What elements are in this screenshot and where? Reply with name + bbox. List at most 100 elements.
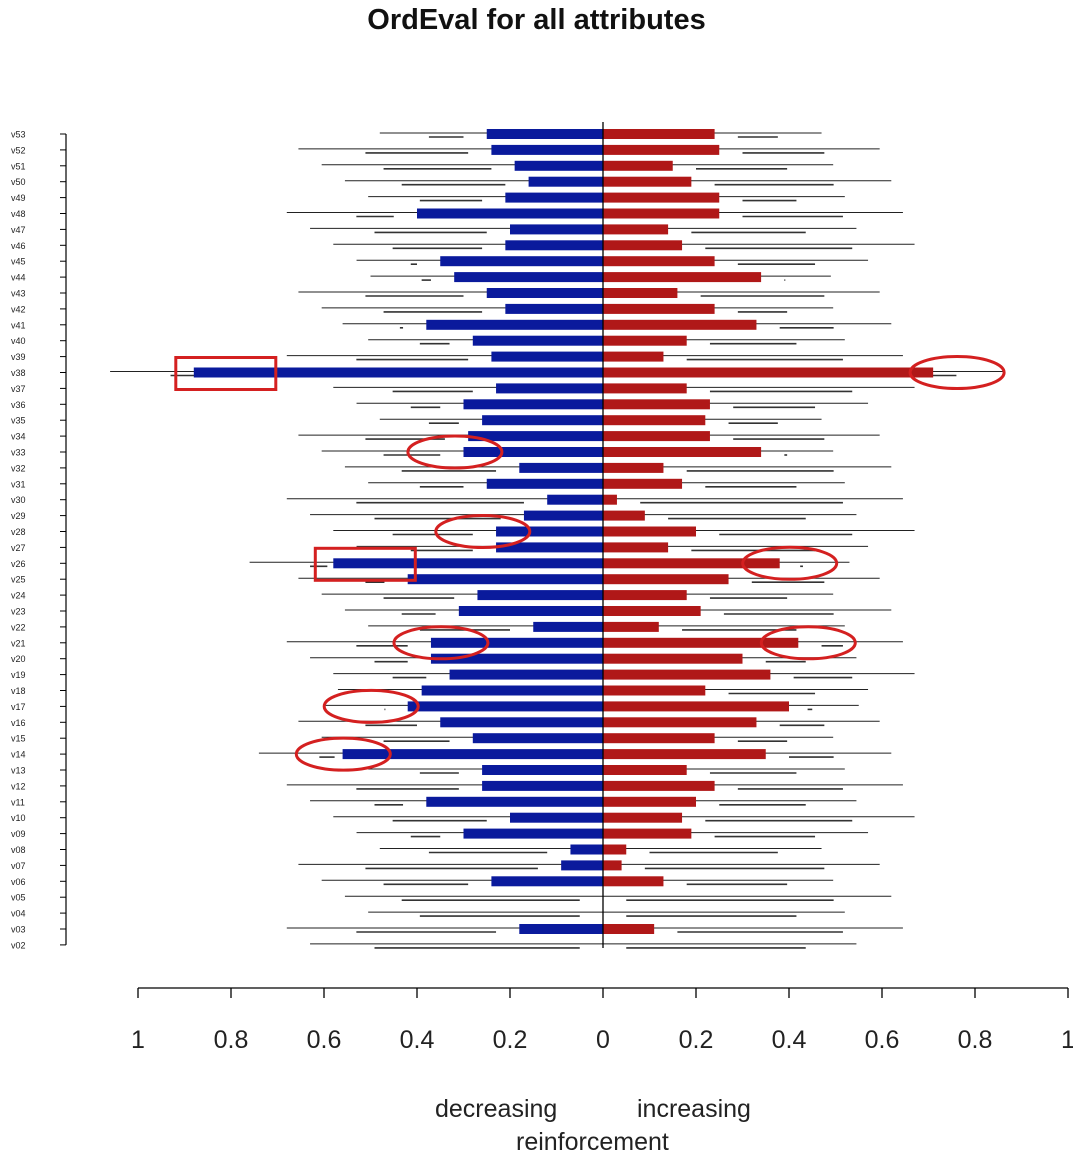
bar-increasing-v26 [603, 558, 780, 569]
bar-increasing-v41 [603, 319, 757, 330]
y-tick-label-v42: v42 [11, 304, 26, 314]
bar-decreasing-v52 [491, 144, 603, 155]
x-tick-label: 1 [1061, 1026, 1073, 1054]
bar-decreasing-v03 [519, 924, 603, 934]
bar-increasing-v43 [603, 288, 678, 298]
bar-decreasing-v20 [430, 653, 603, 664]
bar-increasing-v47 [603, 224, 669, 235]
y-tick-label-v53: v53 [11, 130, 26, 140]
x-tick-label: 0.2 [493, 1026, 528, 1054]
y-tick-label-v40: v40 [11, 336, 26, 346]
y-tick-label-v04: v04 [11, 909, 26, 919]
bar-decreasing-v08 [570, 844, 603, 855]
x-tick-label: 0.4 [772, 1026, 807, 1054]
bar-increasing-v21 [603, 637, 799, 648]
y-tick-label-v02: v02 [11, 940, 26, 950]
y-tick-label-v15: v15 [11, 734, 26, 744]
x-tick-label: 0.6 [865, 1026, 900, 1054]
y-tick-label-v45: v45 [11, 257, 26, 267]
bar-increasing-v32 [603, 462, 664, 473]
bar-increasing-v09 [603, 828, 692, 839]
y-tick-label-v17: v17 [11, 702, 26, 712]
y-tick-label-v31: v31 [11, 479, 26, 489]
x-tick-label: 0.8 [958, 1026, 993, 1054]
bar-increasing-v25 [603, 574, 729, 585]
bar-decreasing-v24 [477, 590, 603, 601]
y-tick-label-v26: v26 [11, 559, 26, 569]
x-tick-label: 0.6 [307, 1026, 342, 1054]
bar-increasing-v18 [603, 685, 706, 696]
whisker-layer [110, 132, 1003, 949]
bar-increasing-v39 [603, 351, 664, 362]
bar-increasing-v31 [603, 478, 683, 489]
bar-decreasing-v22 [533, 621, 603, 632]
y-tick-label-v24: v24 [11, 591, 26, 601]
bar-decreasing-v53 [486, 129, 603, 139]
xlabel-increasing: increasing [637, 1095, 751, 1123]
bar-increasing-v51 [603, 160, 673, 171]
bar-decreasing-v31 [486, 478, 603, 489]
xlabel-reinforcement: reinforcement [516, 1128, 669, 1156]
y-tick-label-v12: v12 [11, 781, 26, 791]
y-tick-label-v18: v18 [11, 686, 26, 696]
y-tick-label-v50: v50 [11, 177, 26, 187]
bar-increasing-v08 [603, 844, 627, 855]
bar-decreasing-v44 [454, 272, 603, 283]
x-axis: 1 0.8 0.6 0.4 0.2 0 0.2 0.4 0.6 0.8 1 [131, 987, 1073, 1054]
y-tick-label-v30: v30 [11, 495, 26, 505]
highlight-ellipse-v21 [392, 625, 490, 661]
bar-increasing-v53 [603, 129, 715, 139]
bar-increasing-v29 [603, 510, 645, 521]
highlight-ellipse-v38 [908, 355, 1006, 390]
bar-decreasing-v36 [463, 399, 603, 410]
x-tick-label: 0.8 [214, 1026, 249, 1054]
bar-decreasing-v42 [505, 303, 603, 314]
highlight-box-v26 [313, 546, 417, 582]
bar-decreasing-v09 [463, 828, 603, 839]
bar-increasing-v35 [603, 415, 706, 426]
highlight-box-v38 [174, 356, 278, 391]
y-tick-label-v47: v47 [11, 225, 26, 235]
y-axis: v53 v52 v51 v50 v49 v48 v47 v46 v45 v44 v43 v42 v41 v… [11, 130, 67, 950]
y-tick-label-v51: v51 [11, 161, 26, 171]
y-tick-label-v20: v20 [11, 654, 26, 664]
bar-increasing-v42 [603, 303, 715, 314]
bar-decreasing-v06 [491, 876, 603, 887]
bar-increasing-v03 [603, 924, 655, 934]
bar-decreasing-v15 [472, 733, 603, 744]
xlabel-decreasing: decreasing [435, 1095, 558, 1123]
bar-decreasing-v40 [472, 335, 603, 346]
highlight-ellipse-v28 [434, 514, 532, 549]
bar-decreasing-v25 [407, 574, 603, 585]
bar-decreasing-v18 [421, 685, 603, 696]
y-tick-label-v03: v03 [11, 925, 26, 935]
y-tick-label-v32: v32 [11, 463, 26, 473]
y-tick-label-v09: v09 [11, 829, 26, 839]
y-tick-label-v19: v19 [11, 670, 26, 680]
bar-decreasing-v41 [426, 319, 603, 330]
bar-increasing-v10 [603, 812, 683, 823]
bar-increasing-v13 [603, 765, 687, 775]
highlight-ellipse-v33 [406, 434, 504, 470]
y-tick-label-v05: v05 [11, 893, 26, 903]
bar-increasing-v11 [603, 796, 696, 807]
y-tick-label-v48: v48 [11, 209, 26, 219]
bar-decreasing-v23 [458, 606, 603, 616]
bar-decreasing-v21 [430, 637, 603, 648]
bar-decreasing-v46 [505, 240, 603, 251]
bar-increasing-v46 [603, 240, 683, 251]
y-tick-label-v14: v14 [11, 750, 26, 760]
y-tick-label-v39: v39 [11, 352, 26, 362]
bar-increasing-v24 [603, 590, 687, 601]
y-tick-label-v41: v41 [11, 320, 26, 330]
bar-increasing-v15 [603, 733, 715, 744]
chart-title: OrdEval for all attributes [367, 4, 706, 36]
bar-increasing-v28 [603, 526, 696, 537]
bar-decreasing-v38 [193, 367, 604, 378]
bar-decreasing-v51 [514, 160, 603, 171]
bar-decreasing-v17 [407, 701, 603, 712]
y-tick-label-v22: v22 [11, 622, 26, 632]
x-tick-label: 0.2 [679, 1026, 714, 1054]
bar-increasing-v49 [603, 192, 720, 203]
